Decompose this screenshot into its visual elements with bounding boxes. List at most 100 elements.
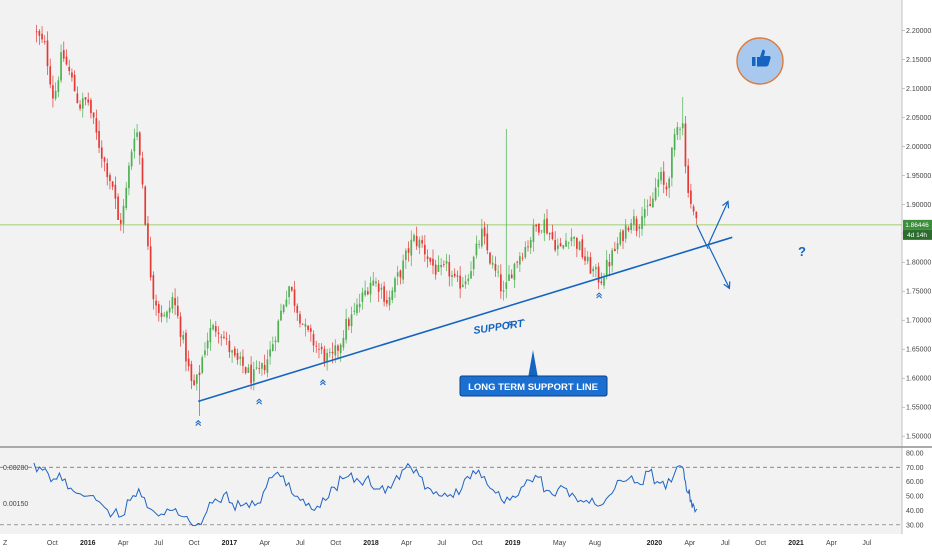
candle-body	[353, 310, 356, 312]
candle-body	[573, 236, 575, 239]
candle-body	[516, 261, 518, 263]
candle	[535, 223, 537, 232]
candle	[481, 219, 483, 249]
candle	[231, 349, 233, 363]
candle-body	[692, 206, 695, 212]
candle	[261, 362, 263, 376]
candle-body	[388, 297, 391, 306]
candle	[681, 96, 684, 136]
candle-body	[315, 345, 318, 347]
candle-body	[535, 224, 537, 227]
candle	[413, 233, 415, 243]
candle	[95, 109, 98, 140]
candle-body	[633, 216, 635, 225]
candle-body	[114, 184, 117, 199]
candle	[462, 276, 464, 288]
candle	[366, 287, 369, 296]
candle	[198, 364, 201, 416]
candle	[168, 300, 171, 319]
candle-body	[592, 268, 595, 272]
candle	[71, 68, 73, 82]
candle	[187, 350, 190, 372]
candle	[513, 262, 516, 289]
candle-body	[657, 179, 660, 187]
candle	[144, 185, 147, 226]
candle	[472, 255, 475, 276]
rsi-left-label: 0.00200	[3, 465, 28, 472]
candle-body	[643, 209, 646, 218]
candle-body	[660, 171, 662, 181]
candle-body	[43, 41, 46, 43]
candle	[76, 86, 79, 104]
candle-body	[280, 310, 282, 321]
chevron-up-icon	[507, 320, 513, 325]
candle-body	[54, 90, 57, 99]
candle	[209, 319, 212, 351]
candle-body	[157, 304, 160, 314]
candle	[586, 251, 589, 265]
candle	[548, 232, 551, 241]
price-badge-background	[903, 219, 932, 230]
candle-body	[62, 50, 65, 59]
candle	[111, 181, 114, 191]
time-tick-label: 2016	[80, 540, 96, 547]
candle-body	[546, 218, 548, 234]
candle	[540, 230, 543, 234]
candle	[627, 225, 630, 233]
candle	[429, 257, 432, 265]
candle	[269, 341, 271, 365]
candle	[46, 31, 49, 75]
candle-body	[622, 230, 624, 242]
candle	[149, 236, 152, 281]
candle-body	[217, 332, 220, 335]
candle	[475, 235, 478, 259]
countdown-badge-background	[903, 229, 932, 240]
candle	[326, 348, 328, 371]
candle	[578, 240, 581, 251]
scenario-arrow-down	[707, 244, 731, 290]
candle-body	[168, 307, 171, 313]
time-tick-label: May	[553, 540, 567, 547]
candle	[49, 58, 52, 89]
candle-body	[128, 165, 130, 189]
time-axis-background	[0, 534, 932, 550]
candle	[358, 293, 361, 313]
candle	[171, 292, 174, 314]
candle	[643, 198, 646, 226]
candle	[410, 230, 413, 266]
candle	[654, 177, 657, 202]
candle-body	[407, 248, 410, 253]
candle	[459, 266, 461, 299]
callout-box	[459, 375, 608, 397]
time-tick-label: Oct	[472, 540, 483, 547]
candle	[233, 346, 236, 358]
candle-body	[195, 374, 198, 384]
candle	[361, 287, 364, 310]
candle-body	[304, 323, 307, 327]
chevron-up-icon	[596, 294, 602, 299]
candle-body	[673, 134, 676, 151]
candle	[432, 249, 434, 275]
candle-body	[141, 158, 144, 185]
time-tick-label: 2021	[788, 540, 804, 547]
candle	[220, 334, 223, 346]
candle	[157, 300, 160, 322]
candle	[68, 59, 71, 76]
candle	[98, 120, 100, 153]
candle-body	[174, 298, 176, 306]
candle-body	[87, 99, 90, 103]
candle	[160, 305, 163, 323]
candle	[605, 250, 608, 280]
candle	[214, 321, 217, 337]
candle-body	[144, 186, 147, 225]
candle	[567, 241, 570, 250]
candle-body	[437, 265, 440, 272]
candle	[529, 236, 532, 254]
thumbs-up-icon[interactable]	[736, 37, 784, 85]
candle-body	[84, 97, 87, 100]
candle-body	[312, 334, 315, 346]
candle-body	[668, 178, 671, 188]
candle	[57, 76, 60, 98]
candle-body	[394, 278, 396, 293]
candle	[649, 195, 652, 207]
